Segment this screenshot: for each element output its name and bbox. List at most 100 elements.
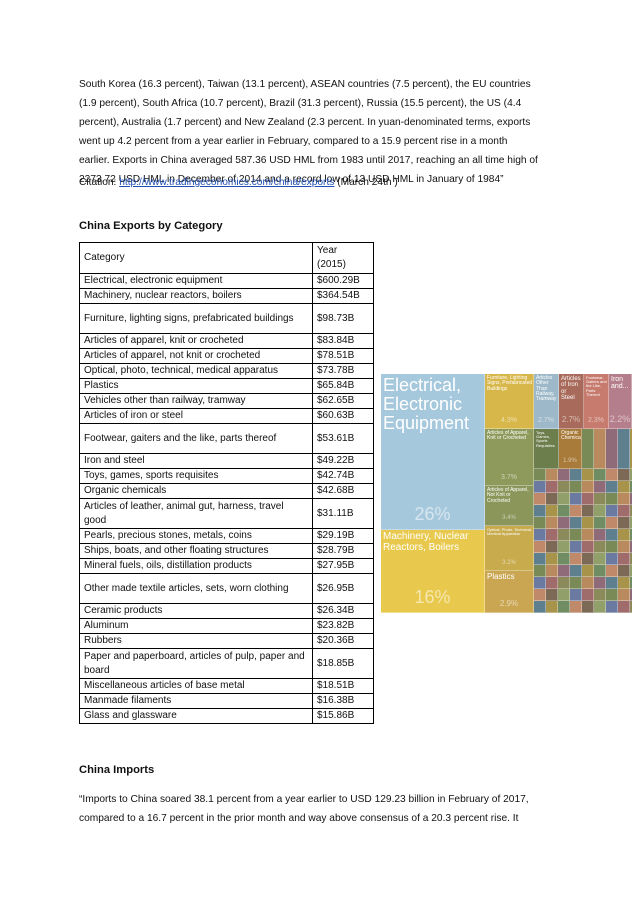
treemap-tile-label: Furniture, Lighting Signs, Prefabricated… bbox=[487, 375, 533, 392]
treemap-small-tile bbox=[534, 481, 546, 493]
value-cell: $53.61B bbox=[312, 423, 374, 454]
treemap-small-tile bbox=[618, 469, 630, 481]
treemap-small-tile bbox=[618, 601, 630, 613]
treemap-small-tile bbox=[630, 601, 632, 613]
treemap-small-tile bbox=[630, 469, 632, 481]
citation-link[interactable]: http://www.tradingeconomics.com/china/ex… bbox=[119, 177, 335, 188]
treemap-small-tile bbox=[630, 505, 632, 517]
treemap-small-tile bbox=[606, 601, 618, 613]
treemap-small-tile bbox=[630, 565, 632, 577]
exports-table: Category Year (2015) Electrical, electro… bbox=[79, 242, 374, 724]
table-row: Rubbers $20.36B bbox=[79, 633, 374, 649]
table-row: Mineral fuels, oils, distillation produc… bbox=[79, 558, 374, 574]
value-cell: $26.34B bbox=[312, 603, 374, 619]
header-category: Category bbox=[79, 242, 313, 274]
treemap-small-tile bbox=[558, 469, 570, 481]
treemap-small-tile bbox=[570, 529, 582, 541]
value-cell: $78.51B bbox=[312, 348, 374, 364]
treemap-small-tile bbox=[558, 565, 570, 577]
intro-line: South Korea (16.3 percent), Taiwan (13.1… bbox=[79, 79, 531, 90]
treemap-tile-label: Articles of Apparel, Knit or Crocheted bbox=[487, 430, 529, 442]
treemap-small-tile bbox=[630, 493, 632, 505]
treemap-tile-label: Plastics bbox=[487, 572, 515, 581]
category-cell: Articles of apparel, knit or crocheted bbox=[79, 333, 313, 349]
treemap-small-tile bbox=[618, 589, 630, 601]
treemap-small-tile bbox=[618, 481, 630, 493]
value-cell: $62.65B bbox=[312, 393, 374, 409]
treemap-small-tile bbox=[570, 517, 582, 529]
treemap-small-tile bbox=[546, 493, 558, 505]
value-cell: $42.74B bbox=[312, 468, 374, 484]
treemap-tile-percent: 2.2% bbox=[609, 414, 631, 424]
category-cell: Articles of iron or steel bbox=[79, 408, 313, 424]
treemap-small-tile bbox=[558, 505, 570, 517]
value-cell: $364.54B bbox=[312, 288, 374, 304]
treemap-small-tile bbox=[630, 429, 632, 469]
table-row: Aluminum $23.82B bbox=[79, 618, 374, 634]
treemap-tile: Articles of Iron or Steel 2.7% bbox=[559, 374, 584, 429]
value-cell: $26.95B bbox=[312, 573, 374, 604]
treemap-small-tile bbox=[594, 517, 606, 529]
treemap-tile-label: Iron and... bbox=[611, 376, 629, 391]
value-cell: $28.79B bbox=[312, 543, 374, 559]
treemap-tile: Electrical, Electronic Equipment 26% bbox=[381, 374, 485, 530]
treemap-tile: Articles of Apparel, Knit or Crocheted 3.… bbox=[485, 429, 534, 486]
table-row: Machinery, nuclear reactors, boilers $364… bbox=[79, 288, 374, 304]
category-cell: Miscellaneous articles of base metal bbox=[79, 678, 313, 694]
treemap-tile: Footwear, Gaiters and the Like, Parts Th… bbox=[584, 374, 609, 429]
treemap-small-tile bbox=[534, 541, 546, 553]
table-row: Plastics $65.84B bbox=[79, 378, 374, 394]
treemap-small-tile bbox=[606, 589, 618, 601]
treemap-small-tile bbox=[570, 553, 582, 565]
treemap-small-tile bbox=[546, 505, 558, 517]
category-cell: Furniture, lighting signs, prefabricated… bbox=[79, 303, 313, 334]
table-row: Articles of apparel, knit or crocheted $8… bbox=[79, 333, 374, 349]
treemap-small-tile bbox=[594, 577, 606, 589]
treemap-tile-label: Footwear, Gaiters and the Like, Parts Th… bbox=[586, 375, 607, 397]
treemap-small-tile bbox=[594, 589, 606, 601]
table-row: Glass and glassware $15.86B bbox=[79, 708, 374, 724]
treemap-small-tile bbox=[594, 565, 606, 577]
value-cell: $31.11B bbox=[312, 498, 374, 529]
treemap-small-tile bbox=[546, 541, 558, 553]
treemap-small-tile bbox=[570, 505, 582, 517]
treemap-small-tile bbox=[570, 481, 582, 493]
treemap-tile-percent: 2.7% bbox=[538, 417, 554, 424]
treemap-small-tile bbox=[606, 565, 618, 577]
treemap-small-tile bbox=[558, 541, 570, 553]
citation-suffix: (March 24th ) bbox=[334, 177, 398, 188]
treemap-small-tile bbox=[582, 565, 594, 577]
treemap-small-tile bbox=[546, 565, 558, 577]
treemap-small-tile bbox=[546, 469, 558, 481]
treemap-tile-percent: 2.7% bbox=[561, 415, 581, 424]
treemap-small-tile bbox=[570, 589, 582, 601]
treemap-small-tile bbox=[606, 505, 618, 517]
treemap-small-tile bbox=[582, 493, 594, 505]
intro-line: 2273.72 USD HML in December of 2014 and … bbox=[79, 174, 504, 185]
treemap-small-tile bbox=[594, 469, 606, 481]
treemap-small-tile bbox=[582, 553, 594, 565]
treemap-small-tile bbox=[618, 553, 630, 565]
category-cell: Electrical, electronic equipment bbox=[79, 273, 313, 289]
intro-line: (1.9 percent), South Africa (10.7 percen… bbox=[79, 98, 522, 109]
table-row: Articles of iron or steel $60.63B bbox=[79, 408, 374, 424]
value-cell: $27.95B bbox=[312, 558, 374, 574]
category-cell: Iron and steel bbox=[79, 453, 313, 469]
treemap-small-tile bbox=[582, 469, 594, 481]
treemap-small-tile bbox=[546, 517, 558, 529]
table-row: Toys, games, sports requisites $42.74B bbox=[79, 468, 374, 484]
treemap-small-tile bbox=[534, 517, 546, 529]
category-cell: Ships, boats, and other floating structu… bbox=[79, 543, 313, 559]
treemap-small-tile bbox=[570, 469, 582, 481]
table-row: Footwear, gaiters and the like, parts th… bbox=[79, 423, 374, 454]
treemap-small-tile bbox=[618, 577, 630, 589]
treemap-tile-percent: 3.7% bbox=[501, 474, 517, 481]
category-cell: Manmade filaments bbox=[79, 693, 313, 709]
treemap-small-tile bbox=[546, 553, 558, 565]
value-cell: $49.22B bbox=[312, 453, 374, 469]
treemap-small-tile bbox=[582, 601, 594, 613]
treemap-small-tile bbox=[594, 493, 606, 505]
treemap-small-tile bbox=[594, 505, 606, 517]
treemap-tile-percent: 3.2% bbox=[502, 560, 516, 566]
treemap-tile-percent: 1.9% bbox=[563, 458, 577, 464]
